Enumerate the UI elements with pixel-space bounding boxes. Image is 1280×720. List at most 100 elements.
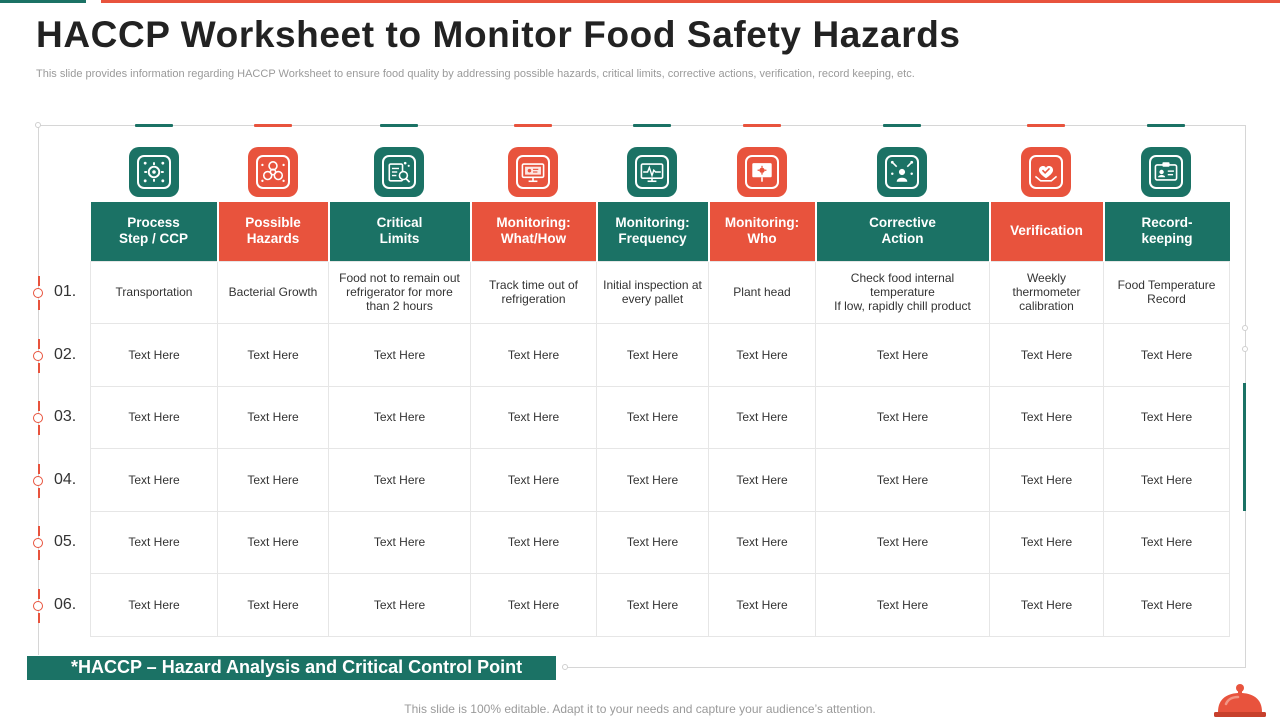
rail-segment [37,550,40,560]
frame-dot [1242,346,1248,352]
table-cell: Text Here [90,573,218,637]
table-row: Text Here Text Here Text Here Text Here Text… [90,573,1230,637]
table-cell: Text Here [1103,573,1230,637]
table-cell: Text Here [90,448,218,512]
table-cell: Text Here [90,323,218,387]
table-cell: Text Here [470,385,597,449]
column-header: Monitoring: Who [708,202,817,261]
table-cell: Text Here [989,385,1104,449]
rail-segment [37,276,40,286]
column-header: Monitoring: Frequency [596,202,710,261]
icon-tick-mark [1147,124,1185,127]
page-subtitle: This slide provides information regardin… [36,68,915,80]
table-cell: Text Here [217,385,329,449]
row-number-label: 05. [54,533,77,550]
table-cell: Text Here [217,573,329,637]
table-row: Text Here Text Here Text Here Text Here Text… [90,385,1230,449]
table-cell: Text Here [815,385,990,449]
table-cell: Check food internal temperature If low, … [815,260,990,324]
frame-dot [1242,325,1248,331]
icon-tick-mark [253,124,292,127]
document-search-icon [374,147,424,197]
row-number: 02. [30,338,90,373]
rail-segment [37,300,40,310]
presentation-icon [736,147,787,197]
table-cell: Text Here [90,510,218,574]
frame-dot [35,122,41,128]
row-marker-circle [33,350,43,361]
table-cell: Initial inspection at every pallet [596,260,709,324]
table-cell: Text Here [708,510,816,574]
icon-tick-mark [742,124,781,127]
table-cell: Text Here [328,510,471,574]
monitor-screen-icon [508,147,558,197]
column-header: Process Step / CCP [90,202,219,261]
table-cell: Text Here [217,448,329,512]
table-cell: Food Temperature Record [1103,260,1230,324]
rail-segment [37,401,40,411]
row-number-label: 01. [54,283,77,300]
column-header: Critical Limits [328,202,472,261]
rail-segment [37,588,40,599]
table-cell: Text Here [989,448,1104,512]
table-cell: Text Here [708,573,816,637]
column-header: Corrective Action [815,202,991,261]
table-row: Text Here Text Here Text Here Text Here Text… [90,510,1230,574]
table-cell: Text Here [1103,323,1230,387]
table-cell: Text Here [596,573,709,637]
table-cell: Text Here [989,323,1104,387]
rail-segment [37,338,40,349]
row-number-label: 04. [54,470,77,488]
top-accent-bar-red [101,0,1280,3]
row-marker-circle [33,413,43,423]
row-number: 06. [30,588,90,623]
table-cell: Text Here [217,323,329,387]
table-cell: Text Here [596,448,709,512]
rail-segment [37,425,40,435]
table-cell: Text Here [989,573,1104,637]
row-number: 04. [30,463,90,498]
table-row: Text Here Text Here Text Here Text Here Text… [90,448,1230,512]
table-cell: Text Here [328,323,471,387]
icon-tick-mark [134,124,173,127]
table-cell: Text Here [708,323,816,387]
frame-line-bottom [565,667,1246,668]
rail-segment [37,362,40,373]
table-cell: Text Here [596,323,709,387]
icon-tick-mark [380,124,418,127]
table-cell: Text Here [328,573,471,637]
table-cell: Text Here [815,510,990,574]
row-marker-circle [33,288,43,298]
frame-line-left [38,125,39,655]
icon-tick-mark [514,124,552,127]
table-cell: Text Here [815,573,990,637]
table-cell: Text Here [217,510,329,574]
rail-segment [37,463,40,474]
column-header: Record- keeping [1103,202,1230,261]
page-title: HACCP Worksheet to Monitor Food Safety H… [36,14,961,55]
bottom-note: This slide is 100% editable. Adapt it to… [404,702,876,716]
row-marker-circle [33,600,43,611]
table-cell: Text Here [328,385,471,449]
top-accent-bar-green [0,0,86,3]
haccp-worksheet-table: Process Step / CCP Possible Hazards Critic… [90,202,1230,637]
table-cell: Text Here [1103,510,1230,574]
hand-check-icon [1021,147,1071,197]
column-header: Monitoring: What/How [470,202,598,261]
table-cell: Text Here [708,448,816,512]
row-marker-circle [33,538,43,548]
heartbeat-monitor-icon [627,147,677,197]
table-cell: Text Here [470,448,597,512]
row-number-label: 06. [54,595,77,613]
icon-tick-mark [633,124,671,127]
id-card-icon [1141,147,1191,197]
table-cell: Text Here [90,385,218,449]
table-cell: Text Here [708,385,816,449]
frame-dot [562,664,568,670]
footnote-text: *HACCP – Hazard Analysis and Critical Co… [71,657,523,677]
table-cell: Food not to remain out refrigerator for … [328,260,471,324]
row-number-label: 03. [54,408,77,425]
table-cell: Bacterial Growth [217,260,329,324]
table-cell: Text Here [989,510,1104,574]
table-cell: Transportation [90,260,218,324]
